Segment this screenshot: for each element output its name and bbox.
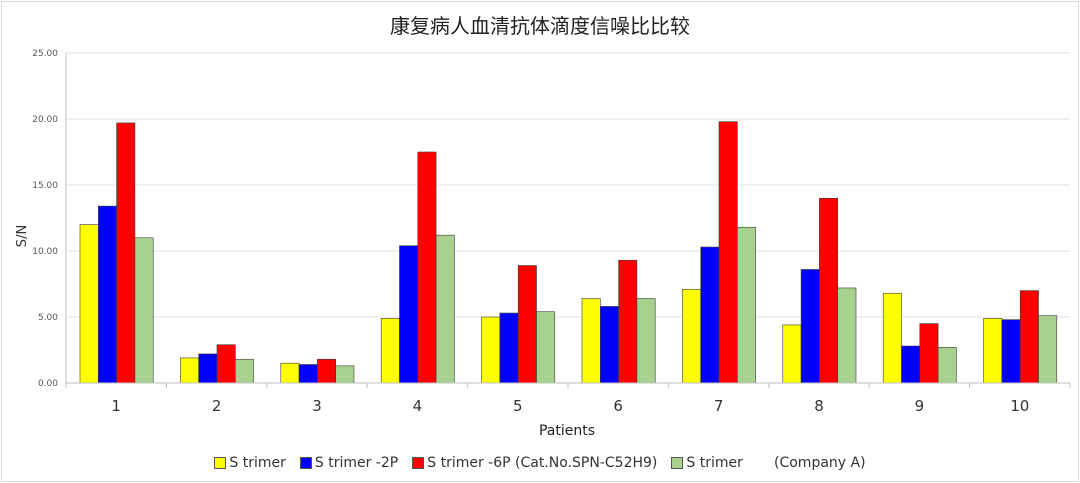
x-tick-label: 10: [1010, 397, 1029, 415]
x-tick-label: 8: [814, 397, 824, 415]
x-tick-label: 3: [312, 397, 322, 415]
x-tick-label: 2: [212, 397, 222, 415]
x-tick-labels: 1 2 3 4 5 6 7 8 9 10: [111, 397, 1029, 415]
bar: [700, 246, 720, 384]
bar: [581, 298, 601, 384]
legend-label: S trimer (Company A): [686, 455, 866, 471]
y-tick-label: 20.00: [32, 115, 58, 125]
legend-label: S trimer -2P: [314, 455, 399, 471]
y-tick-labels: 0.00 5.00 10.00 15.00 20.00 25.00: [32, 49, 58, 389]
bar: [682, 288, 702, 384]
bar: [882, 292, 902, 384]
legend-swatch: [671, 457, 684, 469]
bar: [481, 316, 501, 384]
bar: [79, 224, 99, 384]
bar: [499, 312, 519, 384]
bar: [134, 237, 154, 384]
bar: [901, 345, 921, 384]
x-tick-label: 6: [613, 397, 623, 415]
bar: [536, 311, 556, 384]
x-axis-label: Patients: [539, 423, 595, 439]
bars: [79, 121, 1058, 384]
bar: [1001, 319, 1021, 384]
bar: [435, 234, 455, 384]
bar: [180, 357, 199, 384]
legend-item: S trimer -6P (Cat.No.SPN-C52H9): [412, 455, 657, 471]
bar: [116, 122, 136, 384]
x-tick-label: 7: [714, 397, 724, 415]
chart-title: 康复病人血清抗体滴度信噪比比较: [390, 14, 690, 38]
legend-label: S trimer: [229, 455, 286, 471]
gridlines: [66, 52, 1070, 318]
bar: [317, 358, 336, 384]
x-tick-label: 4: [413, 397, 423, 415]
bar: [335, 365, 355, 384]
bar: [98, 205, 117, 384]
y-tick-label: 5.00: [38, 313, 58, 323]
x-tick-label: 1: [111, 397, 121, 415]
bar: [983, 318, 1003, 384]
bar: [280, 362, 300, 384]
legend-swatch: [299, 457, 312, 469]
legend-item: S trimer: [214, 455, 286, 471]
y-tick-label: 15.00: [32, 181, 58, 191]
bar: [1038, 315, 1058, 384]
y-tick-label: 25.00: [32, 49, 58, 59]
bar: [718, 121, 738, 384]
bar: [919, 323, 939, 384]
x-tick-label: 9: [915, 397, 925, 415]
legend-swatch: [214, 457, 227, 469]
bar: [517, 265, 537, 384]
y-axis-label: S/N: [15, 225, 30, 247]
bar: [298, 364, 318, 384]
legend-label: S trimer -6P (Cat.No.SPN-C52H9): [427, 455, 658, 471]
x-tick-label: 5: [513, 397, 523, 415]
bar: [599, 306, 619, 384]
legend-item: S trimer (Company A): [671, 455, 866, 471]
y-tick-label: 10.00: [32, 247, 58, 257]
y-tick-label: 0.00: [38, 379, 58, 389]
bar: [819, 197, 839, 384]
bar: [837, 287, 857, 384]
bar: [198, 353, 218, 384]
bar: [235, 358, 254, 384]
legend-item: S trimer -2P: [299, 455, 399, 471]
bar: [736, 226, 756, 384]
bar: [380, 318, 400, 384]
bar: [800, 269, 820, 384]
bar: [216, 344, 236, 384]
bar: [937, 347, 957, 384]
bar: [636, 298, 656, 384]
bar: [399, 245, 419, 384]
bar: [782, 324, 802, 384]
bar: [618, 259, 638, 384]
bar: [417, 151, 437, 384]
axes: [65, 53, 1071, 388]
legend-swatch: [412, 457, 425, 469]
bar: [1019, 290, 1039, 384]
legend: S trimer S trimer -2P S trimer -6P (Cat.No…: [0, 455, 1080, 471]
